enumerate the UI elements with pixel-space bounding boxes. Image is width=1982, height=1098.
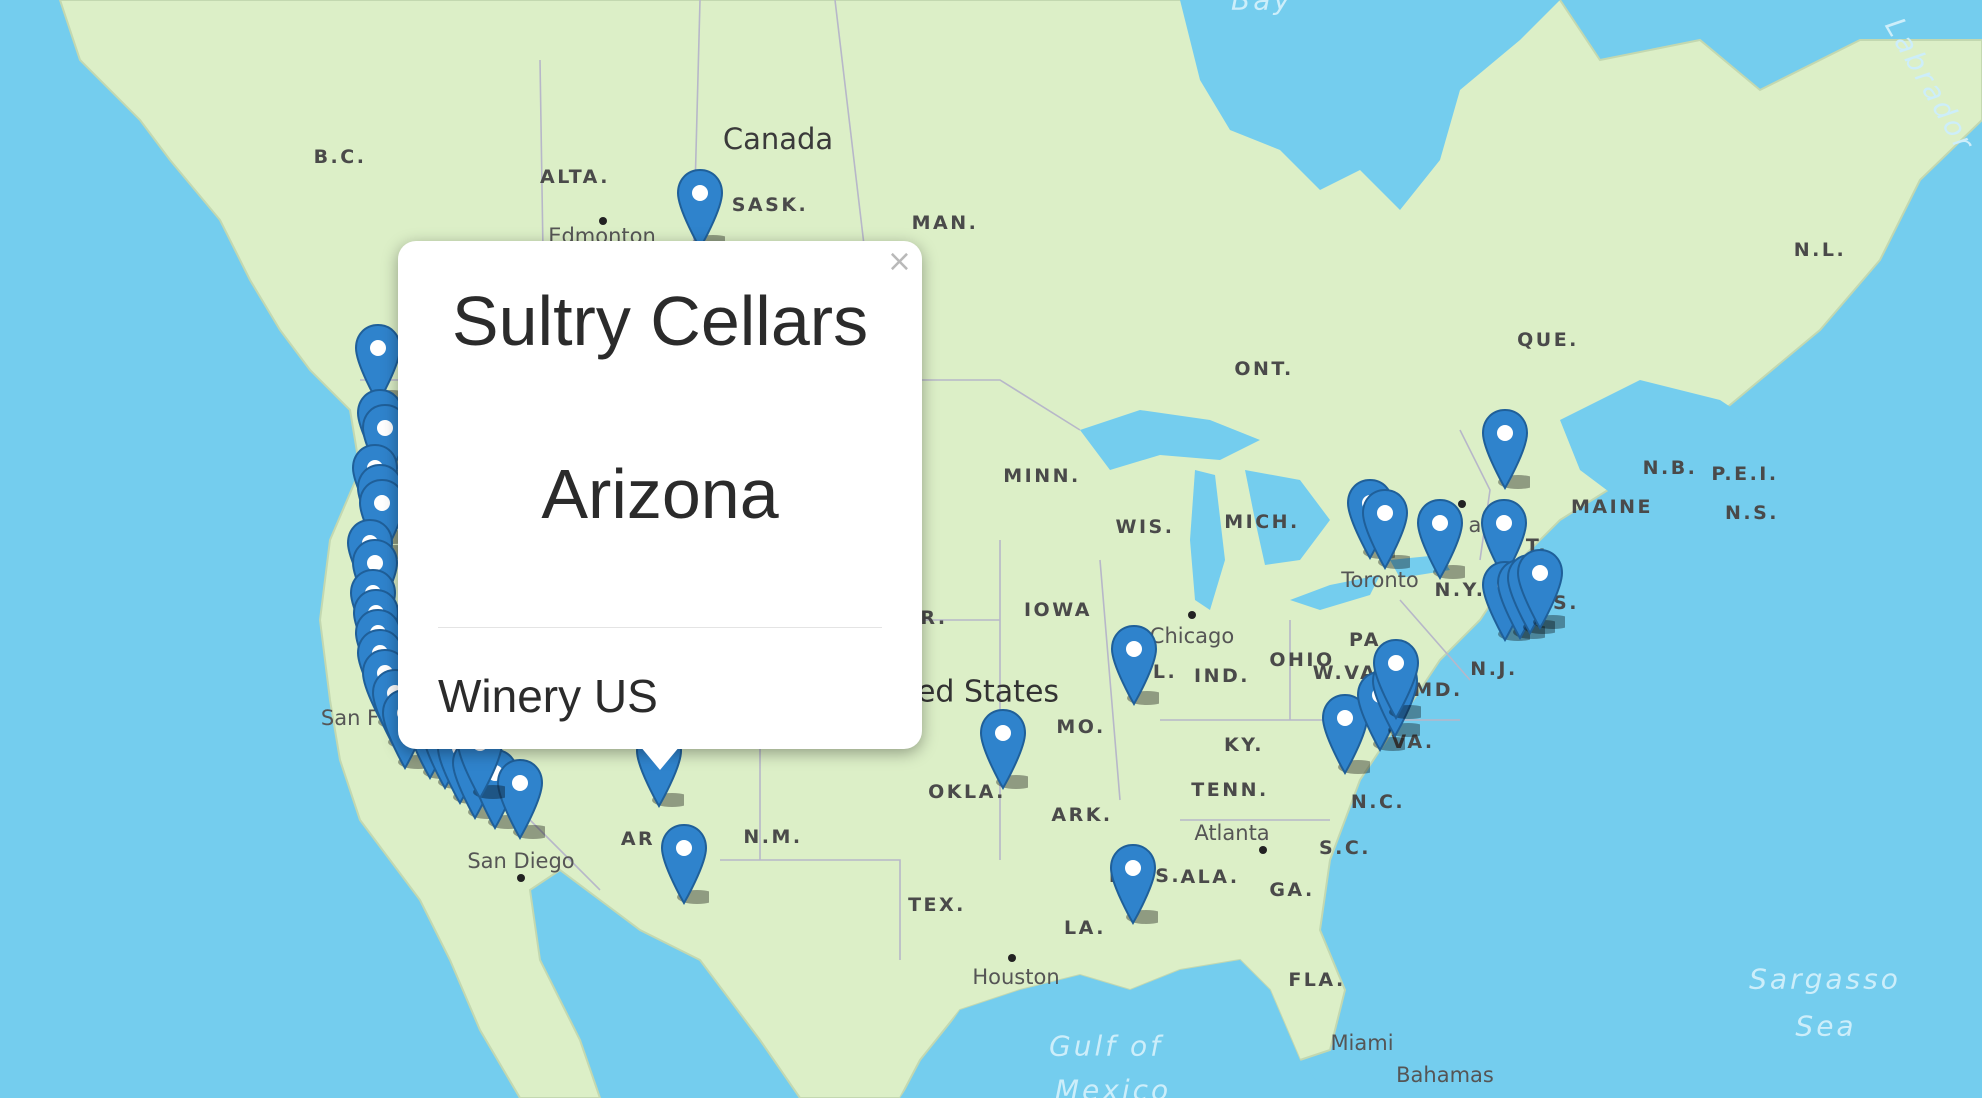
map-label-ind: IND. [1194, 665, 1250, 687]
map-pin-icon[interactable] [1515, 548, 1565, 630]
map-label-ala: ALA. [1180, 866, 1240, 888]
map-label-sargasso: Sargasso [1749, 962, 1901, 996]
map-label-houston: Houston [972, 965, 1060, 989]
map-label-ky: KY. [1223, 734, 1265, 756]
map-label-n-m: N.M. [743, 826, 803, 848]
map-pin-icon[interactable] [1108, 843, 1158, 925]
map-label-alta: ALTA. [540, 166, 610, 188]
map-label-l: L. [1152, 661, 1178, 683]
map-pin-icon[interactable] [675, 168, 725, 250]
map-label-canada: Canada [722, 122, 834, 156]
popup-title: Sultry Cellars [451, 282, 869, 360]
map-label-mexico: Mexico [1054, 1073, 1172, 1098]
map-label-n-c: N.C. [1350, 791, 1406, 813]
map-label-fla: FLA. [1288, 969, 1346, 991]
map-label-tex: TEX. [908, 894, 966, 916]
map-pin-icon[interactable] [1480, 408, 1530, 490]
popup-tip [640, 746, 680, 770]
map-label-ed-states: ed States [916, 674, 1060, 710]
map-label-s: S. [1553, 592, 1579, 614]
map-label-r: R. [920, 607, 948, 629]
map-pin-icon[interactable] [1360, 488, 1410, 570]
map-label-que: QUE. [1517, 329, 1579, 351]
map-label-ohio: OHIO [1269, 649, 1335, 671]
map-pin-icon[interactable] [1415, 498, 1465, 580]
map-label-ga: GA. [1269, 879, 1315, 901]
map-label-mich: MICH. [1224, 511, 1300, 533]
map-label-san-diego: San Diego [467, 849, 575, 873]
popup-divider [438, 627, 882, 628]
map-label-maine: MAINE [1570, 496, 1654, 518]
map-label-n-s: N.S. [1724, 502, 1780, 524]
map-label-b-c: B.C. [313, 146, 367, 168]
water-gulf-of-mexico [900, 960, 1330, 1098]
map-label-bay: Bay [1231, 0, 1293, 17]
map-label-va: VA. [1391, 731, 1435, 753]
map-label-sea: Sea [1795, 1009, 1857, 1043]
map-label-sask: SASK. [731, 194, 809, 216]
city-dot [599, 217, 607, 225]
map-label-bahamas: Bahamas [1396, 1063, 1494, 1087]
map-pin-icon[interactable] [659, 823, 709, 905]
map-label-mo: MO. [1056, 716, 1106, 738]
map-label-iowa: IOWA [1023, 599, 1093, 621]
water-hudson-bay [1180, 0, 1560, 210]
map-label-ar: AR [620, 828, 656, 850]
map-label-n-l: N.L. [1793, 239, 1847, 261]
map-label-ark: ARK. [1051, 804, 1113, 826]
map-label-chicago: Chicago [1149, 624, 1235, 648]
map-label-n-j: N.J. [1470, 658, 1518, 680]
map-label-man: MAN. [911, 212, 979, 234]
map-pin-icon[interactable] [1320, 693, 1370, 775]
popup-state: Arizona [541, 455, 779, 533]
city-dot [1259, 846, 1267, 854]
map-pin-icon[interactable] [978, 708, 1028, 790]
map-label-la: LA. [1064, 917, 1106, 939]
map-label-minn: MINN. [1003, 465, 1081, 487]
map-label-wis: WIS. [1115, 516, 1175, 538]
map-label-gulf-of: Gulf of [1049, 1029, 1163, 1063]
map-label-p-e-i: P.E.I. [1711, 463, 1779, 485]
map-label-ont: ONT. [1234, 358, 1294, 380]
popup-category: Winery US [438, 670, 658, 722]
city-dot [1458, 500, 1466, 508]
map-pin-icon[interactable] [1109, 624, 1159, 706]
city-dot [1188, 611, 1196, 619]
map-label-okla: OKLA. [928, 781, 1006, 803]
marker-popup: × Sultry Cellars Arizona Winery US [398, 241, 922, 749]
lake-michigan [1190, 470, 1225, 610]
map-label-toronto: Toronto [1341, 568, 1419, 592]
map-pin-icon[interactable] [1371, 638, 1421, 720]
lake-huron [1245, 470, 1330, 565]
city-dot [1008, 954, 1016, 962]
map-label-atlanta: Atlanta [1194, 821, 1270, 845]
map-label-tenn: TENN. [1191, 779, 1269, 801]
water-gulf-st-lawrence [1560, 380, 1780, 500]
lake-superior [1080, 410, 1260, 470]
map-label-md: MD. [1413, 679, 1463, 701]
map-pin-icon[interactable] [495, 758, 545, 840]
city-dot [517, 874, 525, 882]
map-label-s-c: S.C. [1318, 837, 1372, 859]
map-label-miami: Miami [1330, 1031, 1394, 1055]
popup-close-button[interactable]: × [886, 244, 912, 279]
map-label-pa: PA. [1349, 629, 1391, 651]
map-label-n-b: N.B. [1642, 457, 1698, 479]
map-label-san-f: San F [320, 706, 380, 730]
lake-erie [1290, 575, 1380, 610]
map-label-n-y: N.Y. [1434, 579, 1486, 601]
